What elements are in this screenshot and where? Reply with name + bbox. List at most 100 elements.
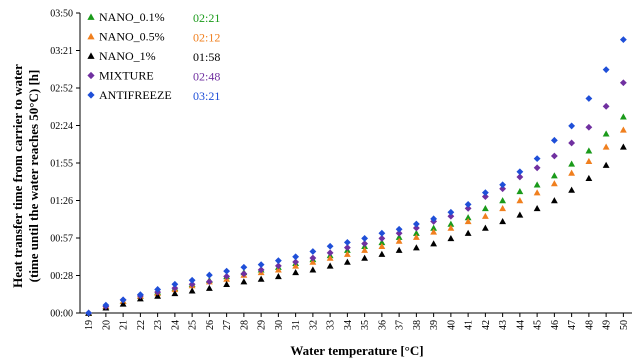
data-point — [585, 174, 593, 181]
data-point — [154, 286, 162, 293]
y-tick-label: 03:21 — [50, 46, 73, 57]
data-point — [274, 266, 282, 273]
data-point — [395, 246, 403, 253]
legend-marker — [87, 32, 95, 40]
data-point — [464, 204, 472, 212]
data-point — [602, 143, 610, 150]
y-tick-label: 00:28 — [50, 271, 73, 282]
data-point — [602, 66, 610, 74]
legend-label: MIXTURE — [99, 69, 154, 83]
y-tick-label: 00:57 — [50, 234, 73, 245]
legend-entry: NANO_0.5% 02:12 — [87, 30, 220, 45]
legend-entry: NANO_1% 01:58 — [87, 49, 220, 64]
data-point — [309, 248, 317, 255]
legend-final-time: 01:58 — [193, 50, 220, 64]
legend-label: NANO_0.5% — [99, 30, 165, 44]
y-tick-label: 01:26 — [50, 196, 73, 207]
x-tick-label: 20 — [101, 320, 112, 330]
data-point — [292, 258, 300, 266]
data-point — [292, 262, 300, 269]
data-point — [274, 262, 282, 270]
data-point — [412, 244, 420, 251]
data-point — [395, 225, 403, 233]
data-point — [378, 242, 386, 250]
data-point — [481, 212, 489, 219]
x-tick-label: 23 — [153, 320, 164, 330]
data-point — [292, 269, 300, 276]
data-point — [619, 79, 627, 87]
x-tick-label: 31 — [291, 320, 302, 330]
data-point — [499, 204, 507, 212]
data-point — [257, 275, 265, 282]
data-point — [533, 204, 541, 212]
data-point — [585, 123, 593, 131]
x-tick-label: 27 — [222, 320, 233, 330]
data-point — [223, 267, 231, 275]
data-point — [550, 197, 558, 204]
data-point — [464, 229, 472, 236]
x-tick-label: 46 — [550, 320, 561, 330]
x-tick-label: 30 — [274, 320, 285, 330]
x-tick-label: 28 — [239, 320, 250, 330]
data-point — [257, 266, 265, 274]
data-point — [378, 229, 386, 237]
legend-label: ANTIFREEZE — [99, 88, 172, 102]
data-point — [412, 229, 420, 236]
data-point — [188, 280, 196, 288]
data-point — [464, 218, 472, 225]
y-axis-title-line2: (time until the water reaches 50°C) [h] — [26, 70, 41, 283]
legend-marker — [87, 52, 95, 59]
x-tick-label: 43 — [498, 320, 509, 330]
data-point — [395, 229, 403, 237]
data-point — [257, 261, 265, 268]
data-point — [395, 237, 403, 244]
data-point — [119, 296, 127, 304]
x-tick-label: 44 — [515, 320, 526, 330]
data-point — [533, 155, 541, 163]
data-point — [619, 36, 627, 43]
y-axis-title: Heat transfer time from carrier to water… — [10, 64, 41, 288]
data-point — [412, 224, 420, 232]
x-tick-label: 35 — [360, 320, 371, 330]
legend-marker — [87, 71, 95, 80]
data-point — [481, 193, 489, 200]
data-point — [568, 122, 576, 130]
y-axis-ticks: 00:00 00:28 00:57 01:26 01:55 02:24 02:52 03:21… — [50, 9, 80, 320]
y-axis-title-line1: Heat transfer time from carrier to water — [10, 64, 25, 288]
x-tick-label: 50 — [619, 320, 630, 330]
x-tick-label: 32 — [308, 320, 319, 330]
x-axis-title: Water temperature [°C] — [290, 343, 423, 358]
data-point — [550, 172, 558, 179]
data-point — [533, 189, 541, 196]
data-point — [205, 278, 213, 286]
data-point — [619, 143, 627, 150]
data-point — [550, 136, 558, 144]
data-point — [447, 235, 455, 242]
data-point — [430, 240, 438, 247]
x-tick-label: 41 — [464, 320, 475, 330]
data-point — [136, 291, 144, 299]
data-point — [430, 215, 438, 223]
data-point — [412, 220, 420, 228]
data-point — [447, 212, 455, 220]
data-point — [499, 197, 507, 204]
data-point — [378, 238, 386, 246]
x-tick-label: 40 — [446, 320, 457, 330]
y-tick-label: 03:50 — [50, 9, 73, 20]
y-tick-label: 00:00 — [50, 309, 73, 320]
series-nano-0-1- — [85, 113, 627, 316]
series-antifreeze — [85, 36, 627, 317]
data-point — [550, 180, 558, 187]
data-point — [447, 220, 455, 227]
data-point — [602, 102, 610, 110]
data-point — [430, 224, 438, 231]
data-point — [430, 228, 438, 235]
data-point — [447, 208, 455, 216]
x-tick-label: 25 — [188, 320, 199, 330]
x-tick-label: 48 — [584, 320, 595, 330]
data-point — [516, 211, 524, 218]
legend-label: NANO_1% — [99, 49, 156, 63]
data-point — [499, 185, 507, 193]
data-point — [171, 280, 179, 288]
x-tick-label: 47 — [567, 320, 578, 330]
